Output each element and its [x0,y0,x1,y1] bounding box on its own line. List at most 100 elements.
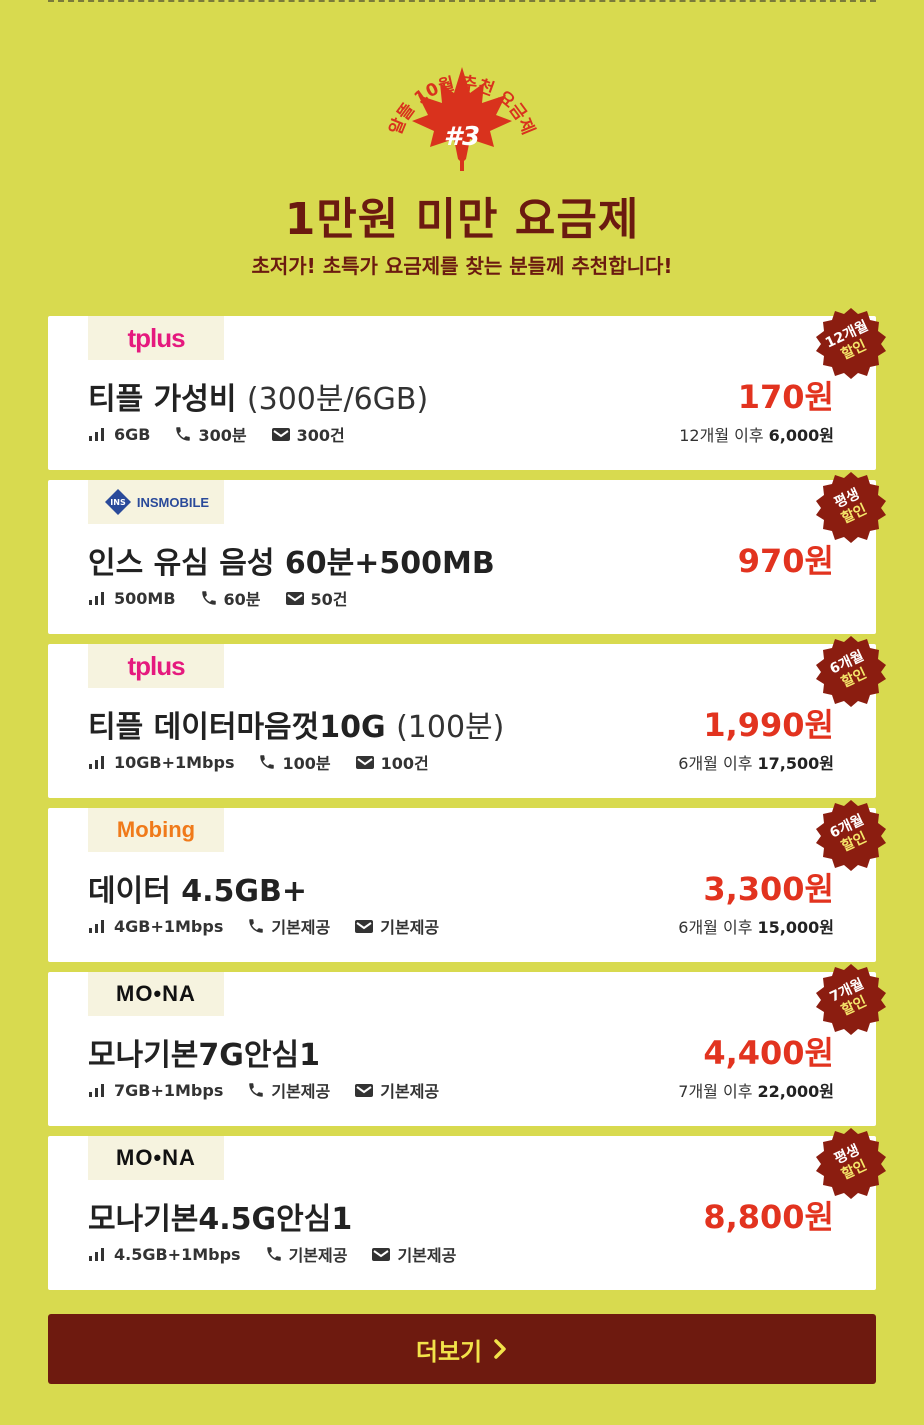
plan-name: 티플 데이터마음껏10G (100분) [88,702,504,746]
plan-specs: 500MB 60분 50건 [88,586,372,610]
after-period: 7개월 이후 [678,1082,753,1101]
more-button-label: 더보기 [415,1337,483,1366]
voice-spec: 기본제공 [247,1078,330,1102]
after-period: 12개월 이후 [679,426,764,445]
maple-leaf-emblem: 알뜰 10월 추천 요금제 #3 [372,55,552,175]
plan-name: 인스 유심 음성 60분+500MB [88,538,495,582]
sms-value: 기본제공 [397,1246,457,1265]
plan-name: 데이터 4.5GB+ [88,866,307,910]
after-period: 6개월 이후 [678,754,753,773]
voice-spec: 100분 [258,750,331,774]
voice-spec: 300분 [174,422,247,446]
data-spec: 7GB+1Mbps [88,1081,223,1100]
after-price-value: 15,000원 [757,918,834,937]
signal-icon [89,1248,104,1261]
sms-value: 기본제공 [380,1082,440,1101]
plan-price: 8,800원 [703,1198,834,1236]
plan-name-main: 티플 가성비 [88,382,237,417]
phone-icon [266,1247,281,1261]
plan-price: 1,990원 [703,706,834,744]
plan-specs: 4.5GB+1Mbps 기본제공 기본제공 [88,1242,480,1266]
plan-specs: 4GB+1Mbps 기본제공 기본제공 [88,914,463,938]
plan-card-3[interactable]: tplus 티플 데이터마음껏10G (100분) 10GB+1Mbps 100… [48,636,886,798]
badge-seal-icon [816,1128,886,1199]
sms-value: 기본제공 [380,918,440,937]
signal-icon [89,756,104,769]
discount-badge: 6개월 할인 [814,634,888,708]
carrier-logo: INS INSMOBILE [88,480,224,524]
sms-spec: 기본제공 [354,1078,439,1102]
plan-price: 170원 [737,378,834,416]
plan-card-4[interactable]: Mobing 데이터 4.5GB+ 4GB+1Mbps 기본제공 [48,800,886,962]
badge-seal-icon [816,472,886,543]
data-value: 6GB [114,424,151,444]
ins-mark-icon: INS [104,489,131,515]
carrier-logo-text: MO•NA [116,981,196,1006]
badge-seal-icon [816,964,886,1035]
voice-value: 기본제공 [271,918,331,937]
plan-name: 모나기본7G안심1 [88,1030,320,1074]
discount-badge: 7개월 할인 [814,962,888,1036]
chevron-right-icon [494,1339,506,1359]
signal-icon [89,428,104,441]
plan-name-main: 데이터 4.5GB+ [88,874,308,909]
voice-value: 300분 [198,426,247,445]
badge-seal-icon [816,636,886,707]
discount-badge: 평생 할인 [814,470,888,544]
after-discount-price: 12개월 이후 6,000원 [679,422,834,446]
page-title: 1만원 미만 요금제 [284,194,640,245]
plan-card-5[interactable]: MO•NA 모나기본7G안심1 7GB+1Mbps 기본제공 [48,964,886,1126]
data-value: 10GB+1Mbps [114,752,235,772]
data-spec: 6GB [88,425,150,444]
plan-name-main: 모나기본7G안심1 [88,1038,320,1073]
data-spec: 500MB [88,589,176,608]
plan-name-main: 인스 유심 음성 60분+500MB [88,546,495,581]
mail-icon [372,1248,391,1261]
sms-value: 300건 [296,426,345,445]
data-spec: 4GB+1Mbps [88,917,223,936]
phone-icon [201,591,216,605]
voice-value: 기본제공 [271,1082,331,1101]
voice-value: 60분 [223,590,261,609]
sms-spec: 기본제공 [354,914,439,938]
signal-icon [89,592,104,605]
after-price-value: 22,000원 [757,1082,834,1101]
sms-spec: 100건 [355,750,429,774]
carrier-logo: tplus [88,644,224,688]
discount-badge: 평생 할인 [814,1126,888,1200]
plan-name: 모나기본4.5G안심1 [88,1194,352,1238]
carrier-logo-text: tplus [127,322,185,353]
badge-seal-icon [816,800,886,871]
carrier-logo: MO•NA [88,972,224,1016]
after-period: 6개월 이후 [678,918,753,937]
voice-value: 100분 [282,754,331,773]
mail-icon [355,920,374,933]
plan-card-2[interactable]: INS INSMOBILE 인스 유심 음성 60분+500MB 500MB 60… [48,472,886,634]
mail-icon [355,1084,374,1097]
plan-card-6[interactable]: MO•NA 모나기본4.5G안심1 4.5GB+1Mbps 기본제공 [48,1128,886,1290]
phone-icon [176,427,191,441]
plan-name-sub: (300분/6GB) [246,382,429,417]
mail-icon [285,592,304,605]
voice-spec: 60분 [200,586,261,610]
signal-icon [89,1084,104,1097]
more-button[interactable]: 더보기 [48,1314,876,1384]
plan-price: 4,400원 [703,1034,834,1072]
sms-value: 100건 [380,754,429,773]
after-discount-price: 6개월 이후 15,000원 [678,914,834,938]
plan-name: 티플 가성비 (300분/6GB) [88,374,428,418]
plan-price: 970원 [737,542,834,580]
after-discount-price: 6개월 이후 17,500원 [678,750,834,774]
data-value: 4GB+1Mbps [114,916,224,936]
data-value: 4.5GB+1Mbps [114,1244,241,1264]
plan-price: 3,300원 [703,870,834,908]
top-divider [48,0,876,2]
data-spec: 10GB+1Mbps [88,753,234,772]
emblem-number: #3 [444,122,480,152]
sms-spec: 기본제공 [371,1242,456,1266]
plan-card-1[interactable]: tplus 티플 가성비 (300분/6GB) 6GB 300분 [48,308,886,470]
carrier-logo-text: INSMOBILE [136,494,210,510]
voice-spec: 기본제공 [265,1242,347,1266]
phone-icon [260,755,275,769]
carrier-logo-text: Mobing [116,817,196,842]
